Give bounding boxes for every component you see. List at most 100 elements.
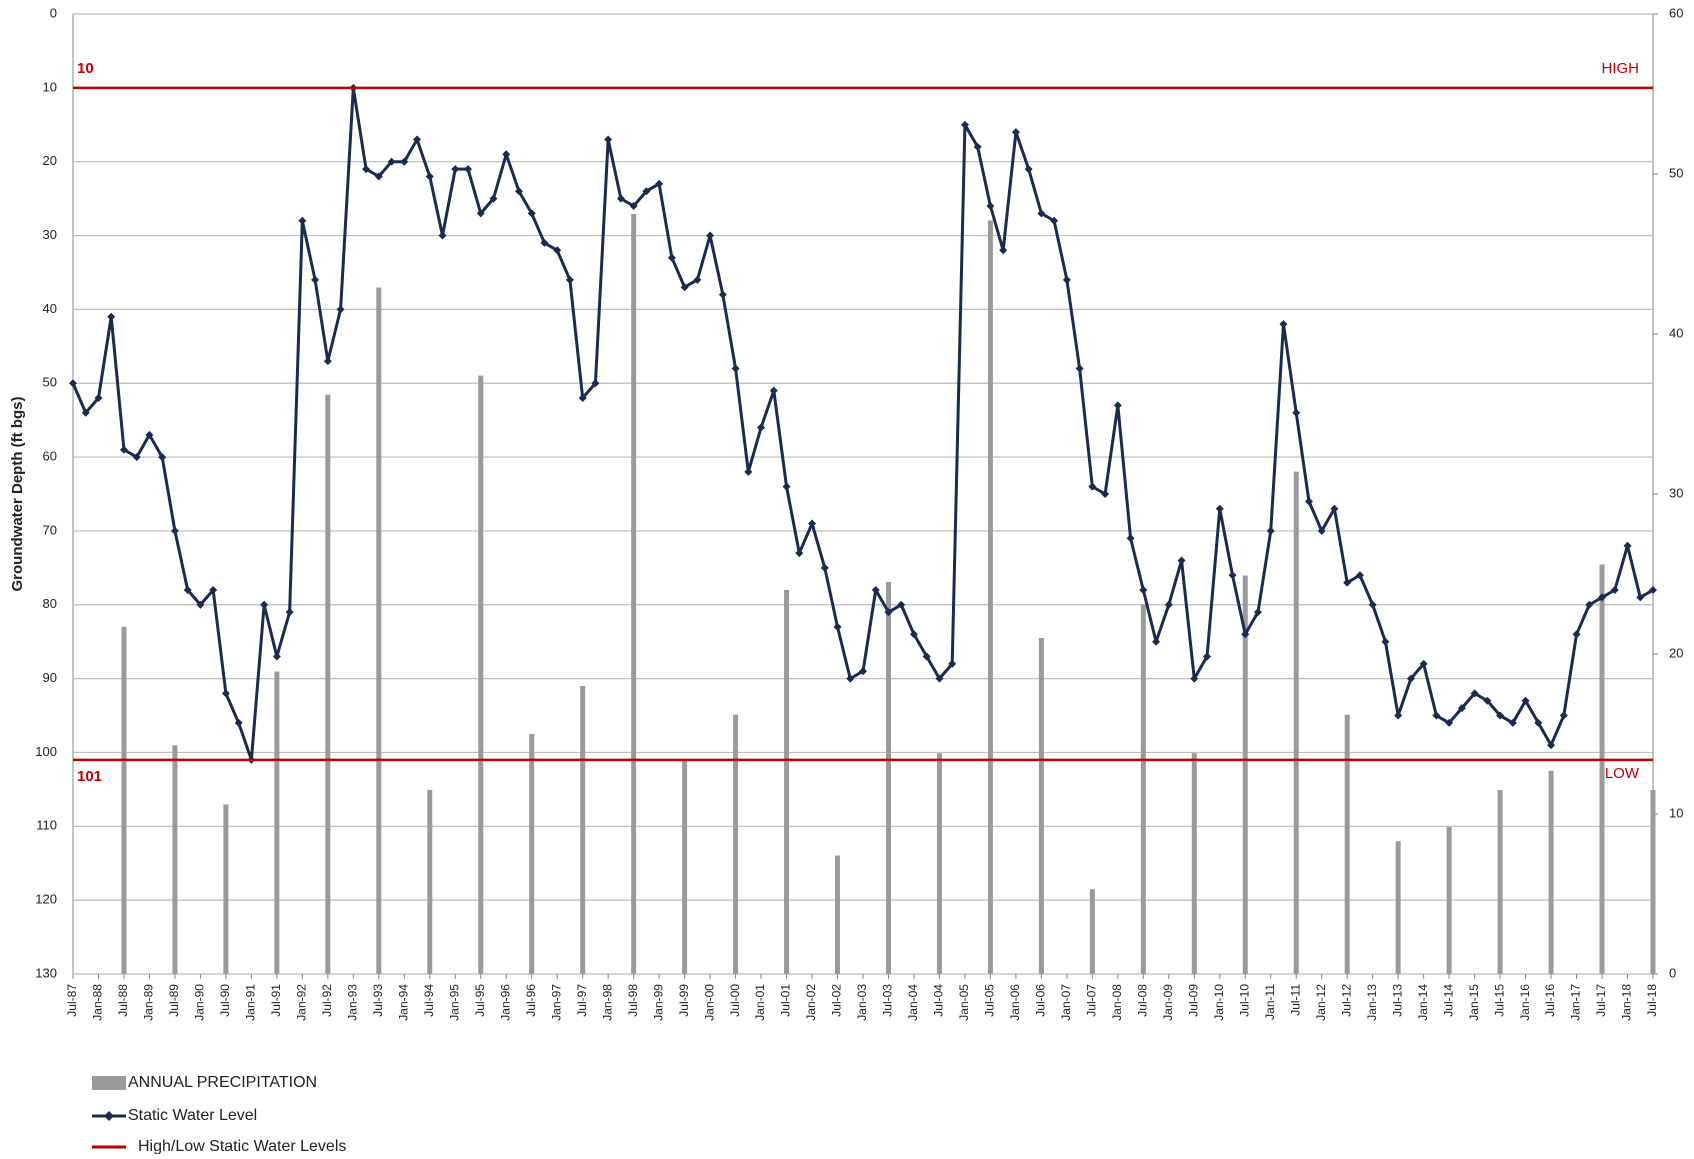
water-level-marker (960, 120, 969, 129)
water-level-marker (1547, 741, 1556, 750)
x-tick-label: Jan-18 (1620, 984, 1634, 1021)
x-tick-label: Jul-96 (524, 984, 538, 1017)
water-level-marker (540, 238, 549, 247)
water-level-marker (1559, 711, 1568, 720)
x-tick-label: Jul-89 (167, 984, 181, 1017)
precipitation-bar (1140, 604, 1146, 974)
legend-label: High/Low Static Water Levels (138, 1138, 346, 1154)
water-level-marker (1241, 630, 1250, 639)
x-tick-label: Jul-09 (1186, 984, 1200, 1017)
precipitation-bar (580, 686, 586, 974)
reference-value: 10 (77, 60, 94, 77)
water-level-marker (1534, 718, 1543, 727)
water-level-marker (1483, 696, 1492, 705)
x-tick-label: Jan-01 (753, 984, 767, 1021)
plot-area (72, 13, 1654, 975)
water-level-marker (1368, 600, 1377, 609)
water-level-marker (1623, 541, 1632, 550)
y2-tick-label: 20 (1669, 645, 1683, 660)
water-level-marker (1101, 490, 1110, 498)
y2-tick-label: 40 (1669, 325, 1683, 340)
water-level-marker (909, 630, 918, 639)
water-level-marker (1317, 526, 1326, 535)
precipitation-bar (784, 590, 790, 974)
water-level-marker (1355, 571, 1364, 580)
water-level-marker (578, 394, 587, 402)
water-level-marker (234, 718, 243, 727)
water-level-marker (935, 674, 944, 683)
water-level-marker (706, 231, 715, 240)
reference-label: HIGH (1602, 60, 1640, 77)
precipitation-bar (1242, 575, 1248, 974)
x-tick-label: Jul-87 (65, 984, 79, 1017)
water-level-marker (1394, 711, 1403, 720)
precipitation-bar (121, 626, 127, 974)
water-level-marker (1164, 600, 1173, 609)
water-level-marker (591, 379, 600, 388)
water-level-marker (400, 157, 409, 166)
precipitation-bar (325, 394, 331, 974)
x-tick-label: Jan-98 (600, 984, 614, 1021)
precipitation-bar (274, 671, 280, 974)
water-level-marker (731, 364, 740, 373)
x-tick-label: Jul-10 (1237, 984, 1251, 1017)
water-level-marker (362, 165, 371, 174)
x-tick-label: Jul-95 (473, 984, 487, 1017)
y-axis-label: Groundwater Depth (ft bgs) (9, 397, 26, 592)
water-level-marker (438, 231, 447, 240)
x-tick-label: Jan-91 (244, 984, 258, 1021)
x-tick-label: Jan-94 (396, 984, 410, 1021)
water-level-marker (833, 622, 842, 631)
x-tick-label: Jul-04 (932, 984, 946, 1017)
x-tick-label: Jul-15 (1492, 984, 1506, 1017)
water-level-line (71, 86, 1654, 762)
water-level-marker (1636, 593, 1645, 602)
water-level-marker (999, 246, 1008, 255)
water-level-marker (973, 142, 982, 151)
precipitation-bar (936, 753, 942, 974)
x-tick-label: Jul-07 (1085, 984, 1099, 1017)
water-level-marker (1419, 659, 1428, 668)
water-level-marker (1126, 534, 1135, 543)
x-tick-label: Jan-95 (447, 984, 461, 1021)
x-tick-label: Jan-90 (193, 984, 207, 1021)
water-level-marker (859, 667, 867, 676)
water-level-marker (311, 275, 320, 284)
water-level-marker (1050, 216, 1059, 225)
legend-swatch (104, 1111, 114, 1121)
y2-tick-label: 30 (1669, 485, 1683, 500)
precipitation-bar (1395, 841, 1401, 974)
water-level-marker (1610, 586, 1619, 594)
water-level-marker (413, 135, 422, 144)
water-level-marker (744, 467, 753, 476)
water-level-marker (604, 135, 613, 144)
precipitation-bar (885, 582, 891, 974)
x-tick-label: Jan-89 (142, 984, 156, 1021)
water-level-marker (897, 600, 906, 609)
water-level-marker (476, 209, 485, 218)
x-tick-label: Jul-99 (677, 984, 691, 1017)
water-level-marker (502, 150, 511, 159)
water-level-marker (489, 194, 498, 203)
water-level-marker (1649, 586, 1657, 594)
legend-swatch (92, 1076, 126, 1090)
precipitation-bar (478, 375, 484, 975)
x-tick-label: Jan-99 (651, 984, 665, 1021)
precipitation-bar (1344, 714, 1350, 974)
y-tick-label: 100 (35, 744, 57, 759)
precipitation-bar (1089, 889, 1095, 974)
water-level-marker (884, 608, 893, 617)
x-tick-label: Jan-93 (345, 984, 359, 1021)
reference-value: 101 (77, 768, 102, 785)
water-level-marker (1113, 401, 1122, 410)
water-level-marker (336, 305, 345, 314)
x-tick-label: Jul-92 (320, 984, 334, 1017)
x-tick-label: Jul-16 (1543, 984, 1557, 1017)
precipitation-bar (376, 287, 382, 975)
x-tick-label: Jul-01 (779, 984, 793, 1017)
water-level-marker (107, 312, 116, 321)
x-tick-label: Jan-06 (1008, 984, 1022, 1021)
water-level-marker (757, 423, 766, 432)
x-tick-label: Jan-17 (1569, 984, 1583, 1021)
water-level-marker (1024, 165, 1033, 174)
